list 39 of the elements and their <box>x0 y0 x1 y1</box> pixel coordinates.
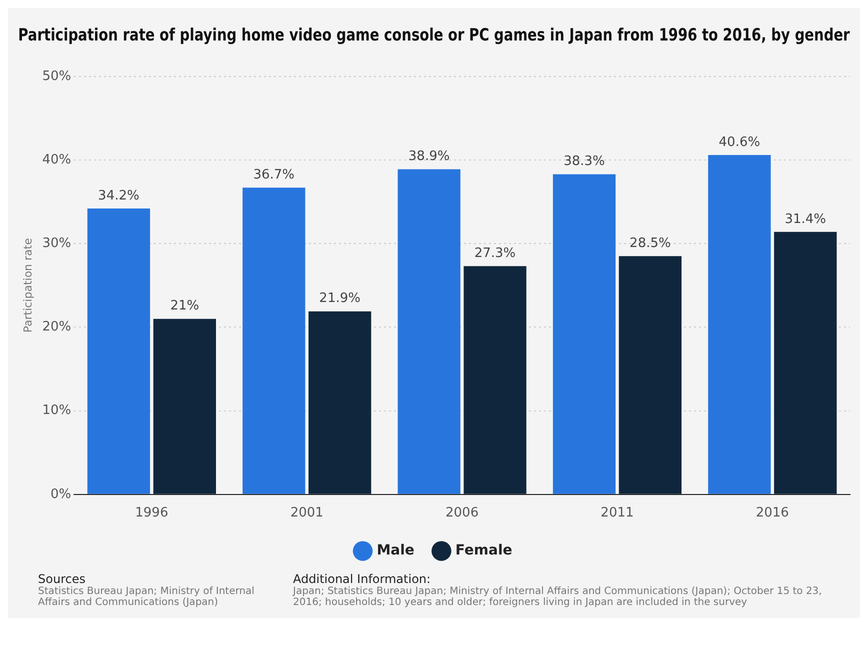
text: Japan; Statistics Bureau Japan; Ministry of Internal Affairs and Communications (Japan); October 15 to 23, 2016; households; 10 years and older; foreigners living in Japan are included in the survey <box>293 586 823 608</box>
data-label: 36.7% <box>253 167 295 182</box>
data-label: 21.9% <box>319 291 360 306</box>
y-tick-label: 10% <box>42 403 72 418</box>
legend-label: Male <box>376 542 414 559</box>
bar <box>87 208 150 494</box>
y-tick-label: 50% <box>42 68 72 84</box>
bar <box>153 318 216 494</box>
y-tick-label: 20% <box>42 320 72 335</box>
x-tick-label: 2001 <box>290 506 324 521</box>
data-label: 31.4% <box>784 212 826 227</box>
data-label: 34.2% <box>98 188 140 204</box>
bar <box>242 188 306 494</box>
data-label: 28.5% <box>630 236 671 252</box>
x-tick-label: 2016 <box>756 506 789 521</box>
data-label: 21% <box>170 298 200 314</box>
bar <box>464 266 526 494</box>
data-label: 27.3% <box>474 246 516 262</box>
bar <box>398 169 460 494</box>
text: Sources <box>38 572 86 586</box>
bar <box>618 256 682 494</box>
x-tick-label: 2006 <box>446 506 479 521</box>
text: Additional Information: <box>293 572 432 586</box>
y-tick-label: 0% <box>50 486 72 502</box>
bar <box>552 174 616 494</box>
data-label: 38.9% <box>408 149 450 164</box>
x-tick-label: 1996 <box>135 506 168 521</box>
bar <box>708 154 771 494</box>
text: Statistics Bureau Japan; Ministry of Internal Affairs and Communications (Japan) <box>38 586 256 608</box>
y-tick-label: 40% <box>42 152 72 168</box>
chart-title: Participation rate of playing home video game console or PC games in Japan from 1996 to 2016, by gender <box>18 25 850 46</box>
y-axis-title: Participation rate <box>21 238 34 333</box>
data-label: 40.6% <box>718 134 760 150</box>
x-tick-label: 2011 <box>600 506 634 521</box>
bar <box>774 232 837 494</box>
data-label: 38.3% <box>564 154 605 170</box>
legend-label: Female <box>455 542 512 559</box>
y-tick-label: 30% <box>42 236 72 251</box>
bar <box>308 311 372 494</box>
